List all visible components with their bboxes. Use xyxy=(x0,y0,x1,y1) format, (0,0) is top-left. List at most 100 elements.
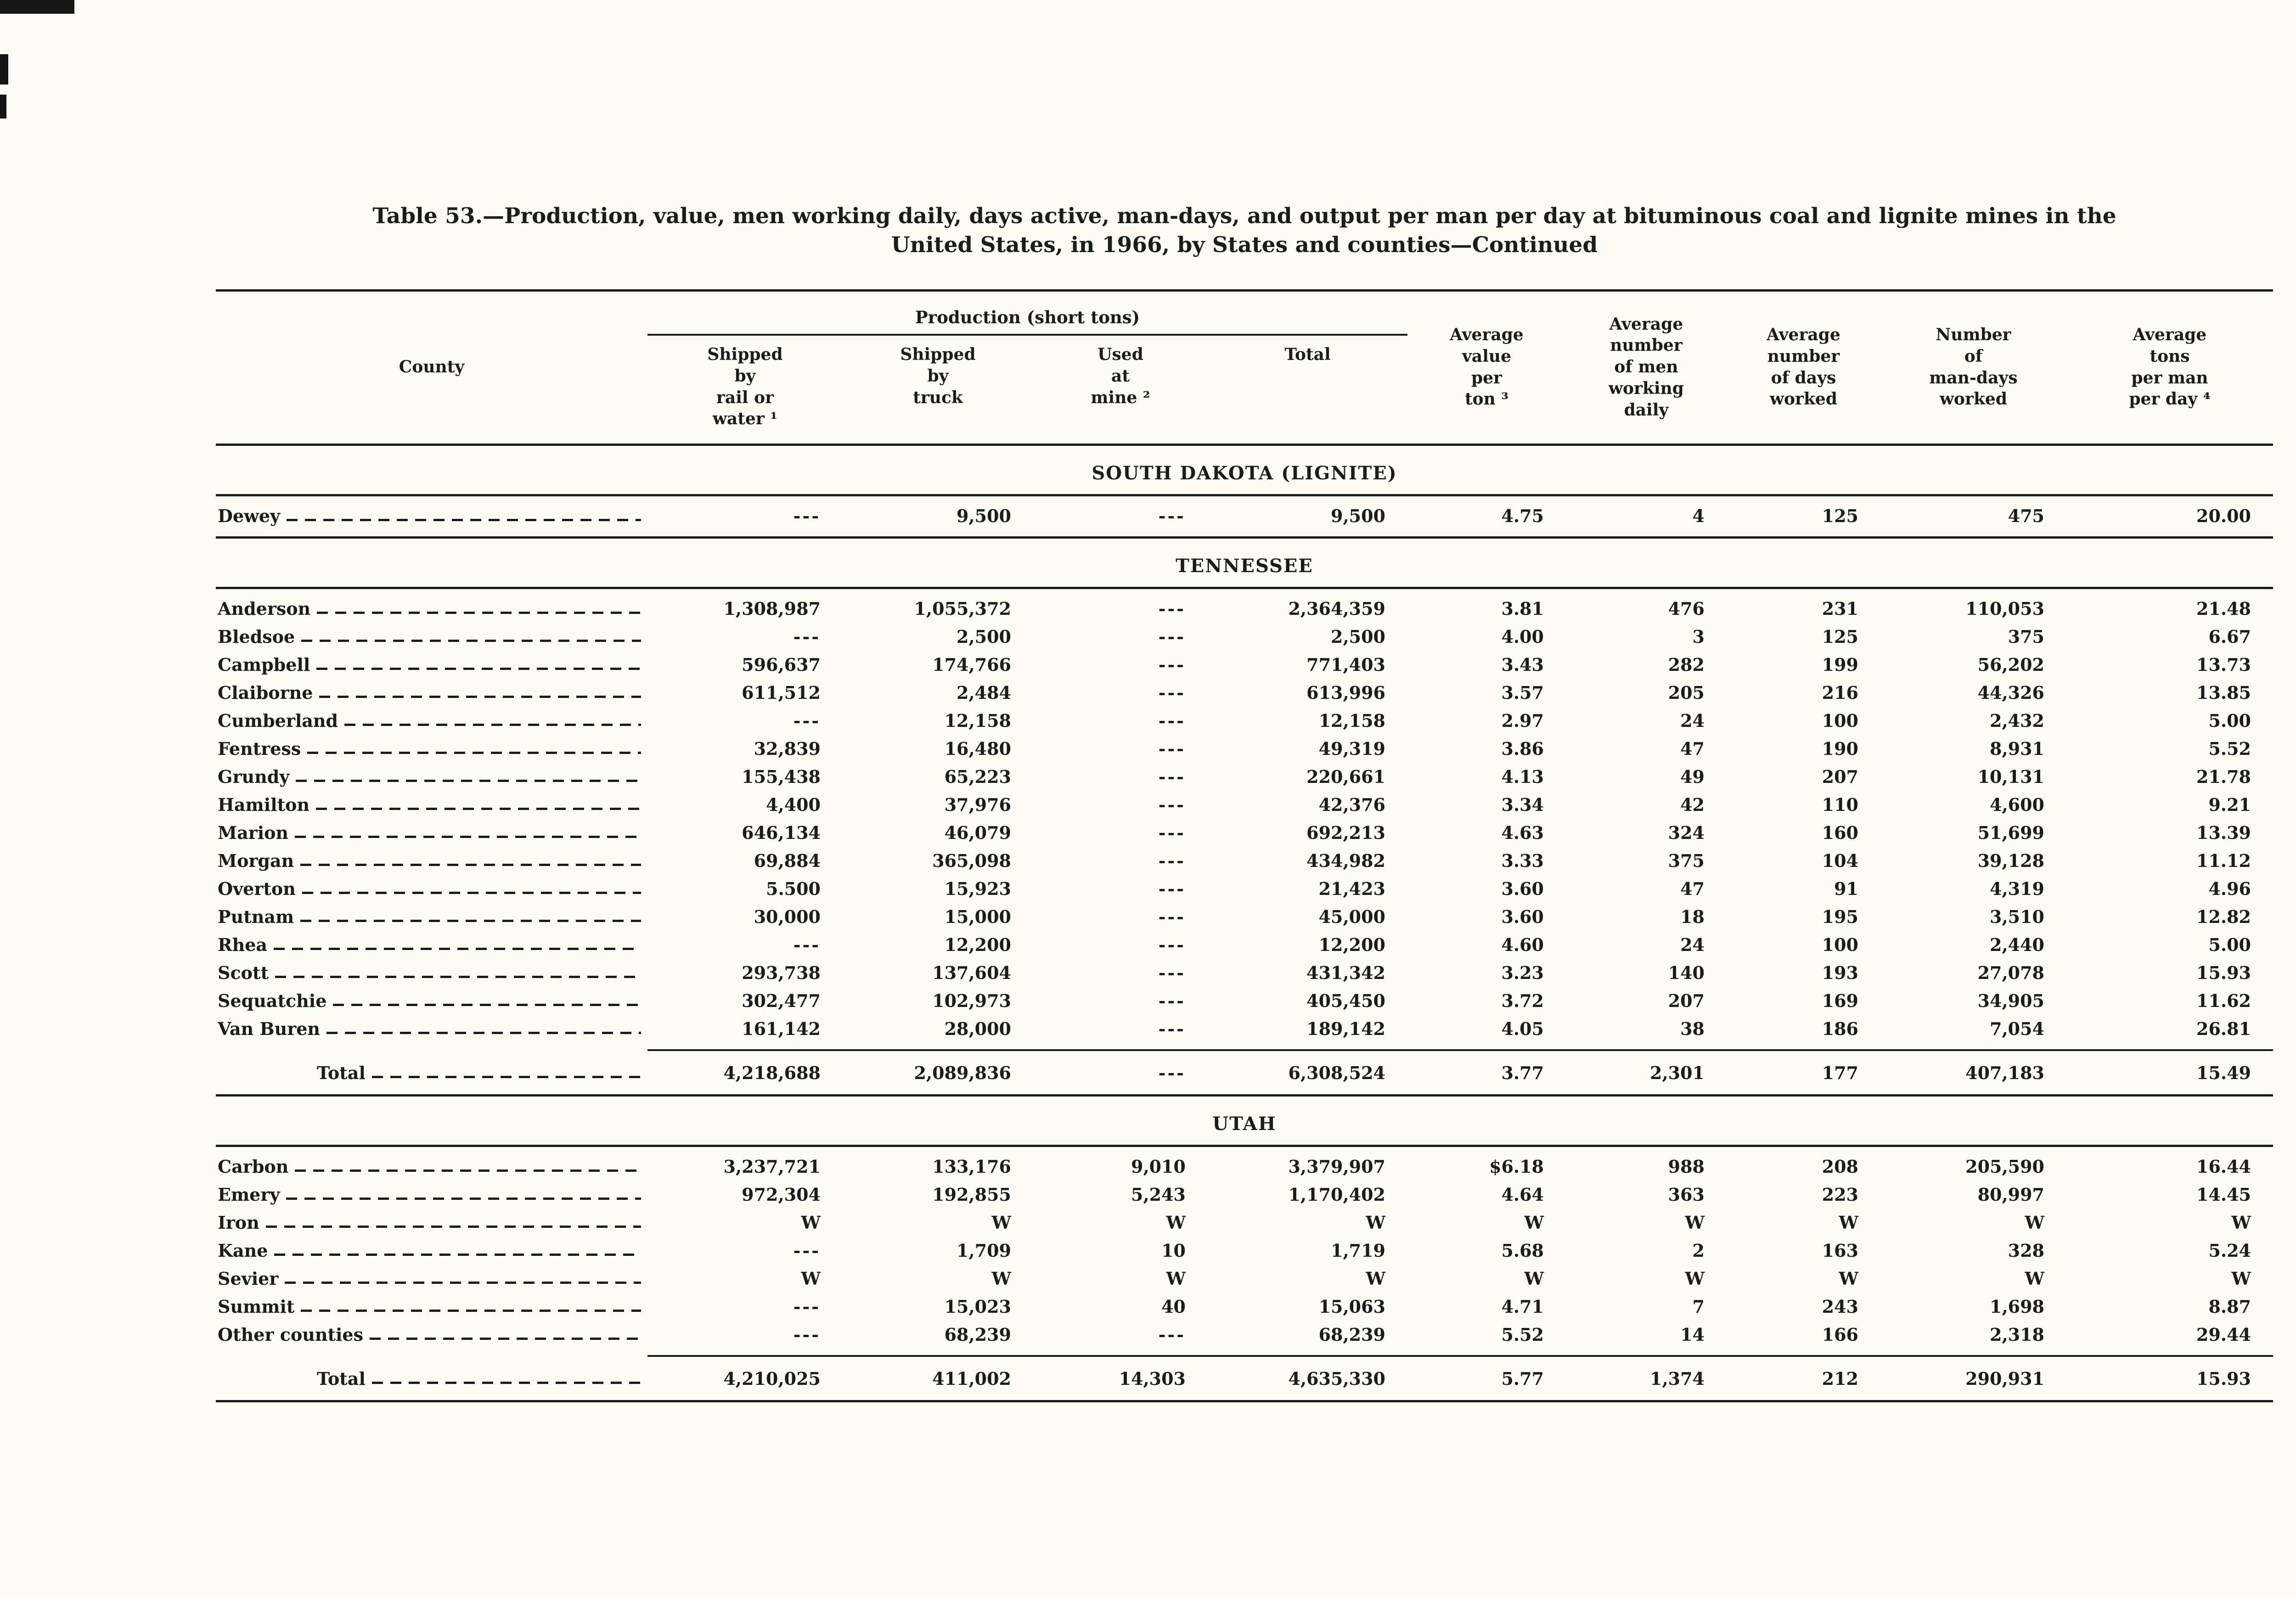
data-cell: 100 xyxy=(1822,934,1858,956)
leader-dashes xyxy=(307,752,641,754)
data-cell: 2,301 xyxy=(1650,1062,1705,1083)
county-name: Fentress xyxy=(218,738,301,759)
data-cell: 20.00 xyxy=(2196,506,2251,527)
data-cell: 1,170,402 xyxy=(1288,1184,1385,1205)
county-cell: Summit xyxy=(216,1296,647,1317)
table-section: UTAH Carbon 3,237,721 133,176 9,010 3,379,90… xyxy=(216,1113,2273,1403)
leader-dashes xyxy=(274,948,641,950)
county-cell: Anderson xyxy=(216,598,647,619)
data-cell: 4,635,330 xyxy=(1288,1368,1385,1389)
data-cell: --- xyxy=(793,934,821,956)
data-cell: 5.00 xyxy=(2208,710,2251,731)
data-cell: W xyxy=(991,1212,1011,1233)
table-row: Iron W W W W W W W W W xyxy=(216,1209,2273,1237)
data-cell: 3.60 xyxy=(1501,878,1544,900)
data-cell: --- xyxy=(793,506,821,527)
data-cell: 8.87 xyxy=(2208,1296,2251,1317)
data-cell: 91 xyxy=(1834,878,1858,900)
data-cell: 169 xyxy=(1822,990,1858,1012)
data-cell: 5.00 xyxy=(2208,934,2251,956)
leader-dashes xyxy=(302,892,641,894)
data-cell: --- xyxy=(793,1296,821,1317)
scan-artifact xyxy=(0,95,6,118)
data-cell: W xyxy=(2231,1212,2251,1233)
data-cell: 205 xyxy=(1668,682,1705,703)
data-cell: 18 xyxy=(1680,906,1705,928)
leader-dashes xyxy=(295,1170,641,1172)
county-name: Hamilton xyxy=(218,794,310,815)
data-cell: --- xyxy=(1158,990,1186,1012)
county-name: Anderson xyxy=(218,598,311,619)
section-rows: Carbon 3,237,721 133,176 9,010 3,379,907 $6.1… xyxy=(216,1147,2273,1355)
data-cell: 34,905 xyxy=(1977,990,2044,1012)
data-cell: 282 xyxy=(1668,654,1705,675)
data-cell: 177 xyxy=(1822,1062,1858,1083)
county-name: Sequatchie xyxy=(218,990,327,1012)
page-content: Table 53.—Production, value, men working… xyxy=(216,202,2273,1403)
data-cell: 375 xyxy=(2008,626,2044,647)
header-bottom-rule xyxy=(216,444,2273,446)
data-cell: 4.75 xyxy=(1501,506,1544,527)
data-cell: 328 xyxy=(2008,1240,2044,1261)
county-cell: Bledsoe xyxy=(216,626,647,647)
county-name: Van Buren xyxy=(218,1018,321,1040)
data-cell: --- xyxy=(1158,878,1186,900)
data-cell: 137,604 xyxy=(932,962,1011,984)
data-cell: 46,079 xyxy=(944,822,1011,843)
table-row: Campbell 596,637 174,766 --- 771,403 3.43 282 1… xyxy=(216,651,2273,679)
data-cell: 4,319 xyxy=(1990,878,2044,900)
data-cell: 4.60 xyxy=(1501,934,1544,956)
section-rows: Anderson 1,308,987 1,055,372 --- 2,364,359 3.… xyxy=(216,589,2273,1049)
data-cell: 24 xyxy=(1680,934,1705,956)
data-cell: --- xyxy=(1158,962,1186,984)
data-cell: 4.05 xyxy=(1501,1018,1544,1040)
data-cell: 12,200 xyxy=(944,934,1011,956)
data-cell: 1,308,987 xyxy=(723,598,821,619)
data-cell: 174,766 xyxy=(932,654,1011,675)
data-cell: 4,218,688 xyxy=(723,1062,821,1083)
leader-dashes xyxy=(265,1226,641,1228)
data-cell: 38 xyxy=(1680,1018,1705,1040)
data-cell: 2 xyxy=(1692,1240,1705,1261)
table-row: Morgan 69,884 365,098 --- 434,982 3.33 375 104 3… xyxy=(216,847,2273,875)
data-cell: 13.39 xyxy=(2196,822,2251,843)
section-heading: TENNESSEE xyxy=(1176,555,1313,577)
col-header-tons-per-man: Average tons per man per day ⁴ xyxy=(2129,325,2211,409)
data-cell: 3,379,907 xyxy=(1288,1156,1385,1177)
data-cell: 4.96 xyxy=(2208,878,2251,900)
data-cell: 27,078 xyxy=(1977,962,2044,984)
data-cell: 68,239 xyxy=(1318,1324,1385,1345)
county-name: Other counties xyxy=(218,1324,364,1345)
data-cell: 189,142 xyxy=(1306,1018,1385,1040)
data-cell: --- xyxy=(1158,822,1186,843)
leader-dashes xyxy=(316,808,641,810)
data-cell: 4.64 xyxy=(1501,1184,1544,1205)
data-cell: 2,364,359 xyxy=(1288,598,1385,619)
data-cell: 133,176 xyxy=(932,1156,1011,1177)
data-cell: W xyxy=(1166,1212,1186,1233)
data-cell: 475 xyxy=(2008,506,2044,527)
data-cell: 4.63 xyxy=(1501,822,1544,843)
data-cell: 15.93 xyxy=(2196,962,2251,984)
data-cell: 49,319 xyxy=(1318,738,1385,759)
county-cell: Overton xyxy=(216,878,647,899)
county-cell: Sequatchie xyxy=(216,990,647,1011)
county-cell: Emery xyxy=(216,1184,647,1205)
data-cell: 5.52 xyxy=(1501,1324,1544,1345)
data-cell: 5.52 xyxy=(2208,738,2251,759)
leader-dashes xyxy=(317,612,641,614)
data-cell: --- xyxy=(1158,738,1186,759)
data-cell: 160 xyxy=(1822,822,1858,843)
data-cell: W xyxy=(1685,1268,1705,1289)
data-cell: 161,142 xyxy=(742,1018,821,1040)
data-cell: 49 xyxy=(1680,766,1705,787)
county-cell: Van Buren xyxy=(216,1018,647,1039)
data-cell: 193 xyxy=(1822,962,1858,984)
data-cell: $6.18 xyxy=(1489,1156,1544,1177)
county-name: Rhea xyxy=(218,934,268,956)
data-cell: 30,000 xyxy=(754,906,821,928)
data-cell: 56,202 xyxy=(1977,654,2044,675)
county-cell: Putnam xyxy=(216,906,647,927)
data-cell: 125 xyxy=(1822,626,1858,647)
